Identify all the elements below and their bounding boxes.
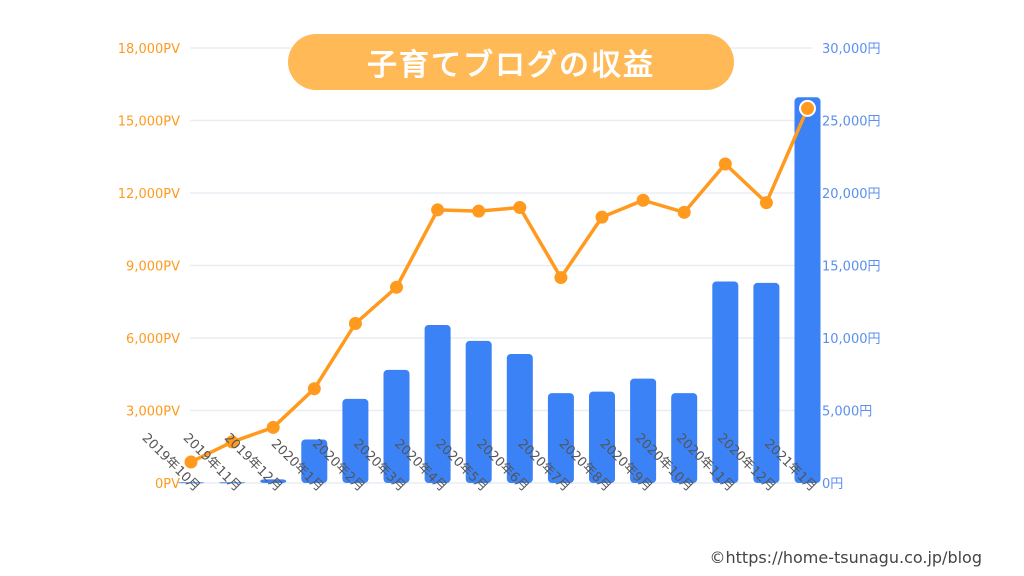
right-axis-tick: 5,000円 <box>822 405 872 420</box>
line-point <box>554 271 568 285</box>
left-axis-tick: 12,000PV <box>118 187 180 202</box>
line-series <box>190 107 810 464</box>
bar <box>219 482 246 484</box>
copyright: ©https://home-tsunagu.co.jp/blog <box>709 548 983 567</box>
bar <box>630 378 657 483</box>
line-point <box>472 204 486 218</box>
line-point <box>307 382 321 396</box>
bar <box>589 391 615 483</box>
bar <box>671 393 698 483</box>
bar <box>178 482 204 484</box>
line-point <box>513 201 527 214</box>
line-point <box>266 420 280 434</box>
bar <box>712 281 739 483</box>
bar <box>465 340 492 483</box>
right-axis-tick: 30,000円 <box>822 42 881 57</box>
right-axis-tick: 0円 <box>822 477 843 492</box>
left-axis-tick: 15,000PV <box>118 115 180 130</box>
line-point <box>718 157 732 171</box>
left-axis-tick: 18,000PV <box>118 42 180 57</box>
bar <box>547 393 574 483</box>
line-point <box>799 99 816 117</box>
bar <box>506 353 533 483</box>
bar <box>424 324 451 483</box>
line-point <box>390 280 403 294</box>
bar <box>794 97 821 484</box>
line-point <box>595 210 609 224</box>
line-point <box>348 317 362 330</box>
chart-title: 子育てブログの収益 <box>288 34 734 90</box>
right-axis-tick: 25,000円 <box>822 115 881 130</box>
line-point <box>759 196 773 210</box>
bar <box>383 369 410 483</box>
line-point <box>184 455 198 469</box>
left-axis-tick: 0PV <box>155 477 180 492</box>
line-point <box>225 435 239 449</box>
left-axis-tick: 9,000PV <box>126 260 180 275</box>
bar <box>260 479 287 483</box>
bar <box>753 282 780 483</box>
line-point <box>636 193 650 207</box>
right-axis-tick: 10,000円 <box>822 332 881 347</box>
left-axis-tick: 3,000PV <box>126 405 180 420</box>
bar <box>301 439 328 483</box>
right-axis-tick: 15,000円 <box>822 260 881 275</box>
left-axis-tick: 6,000PV <box>126 332 180 347</box>
right-axis-tick: 20,000円 <box>822 187 881 202</box>
line-point <box>431 203 445 217</box>
line-point <box>677 205 691 219</box>
bar <box>342 398 369 483</box>
